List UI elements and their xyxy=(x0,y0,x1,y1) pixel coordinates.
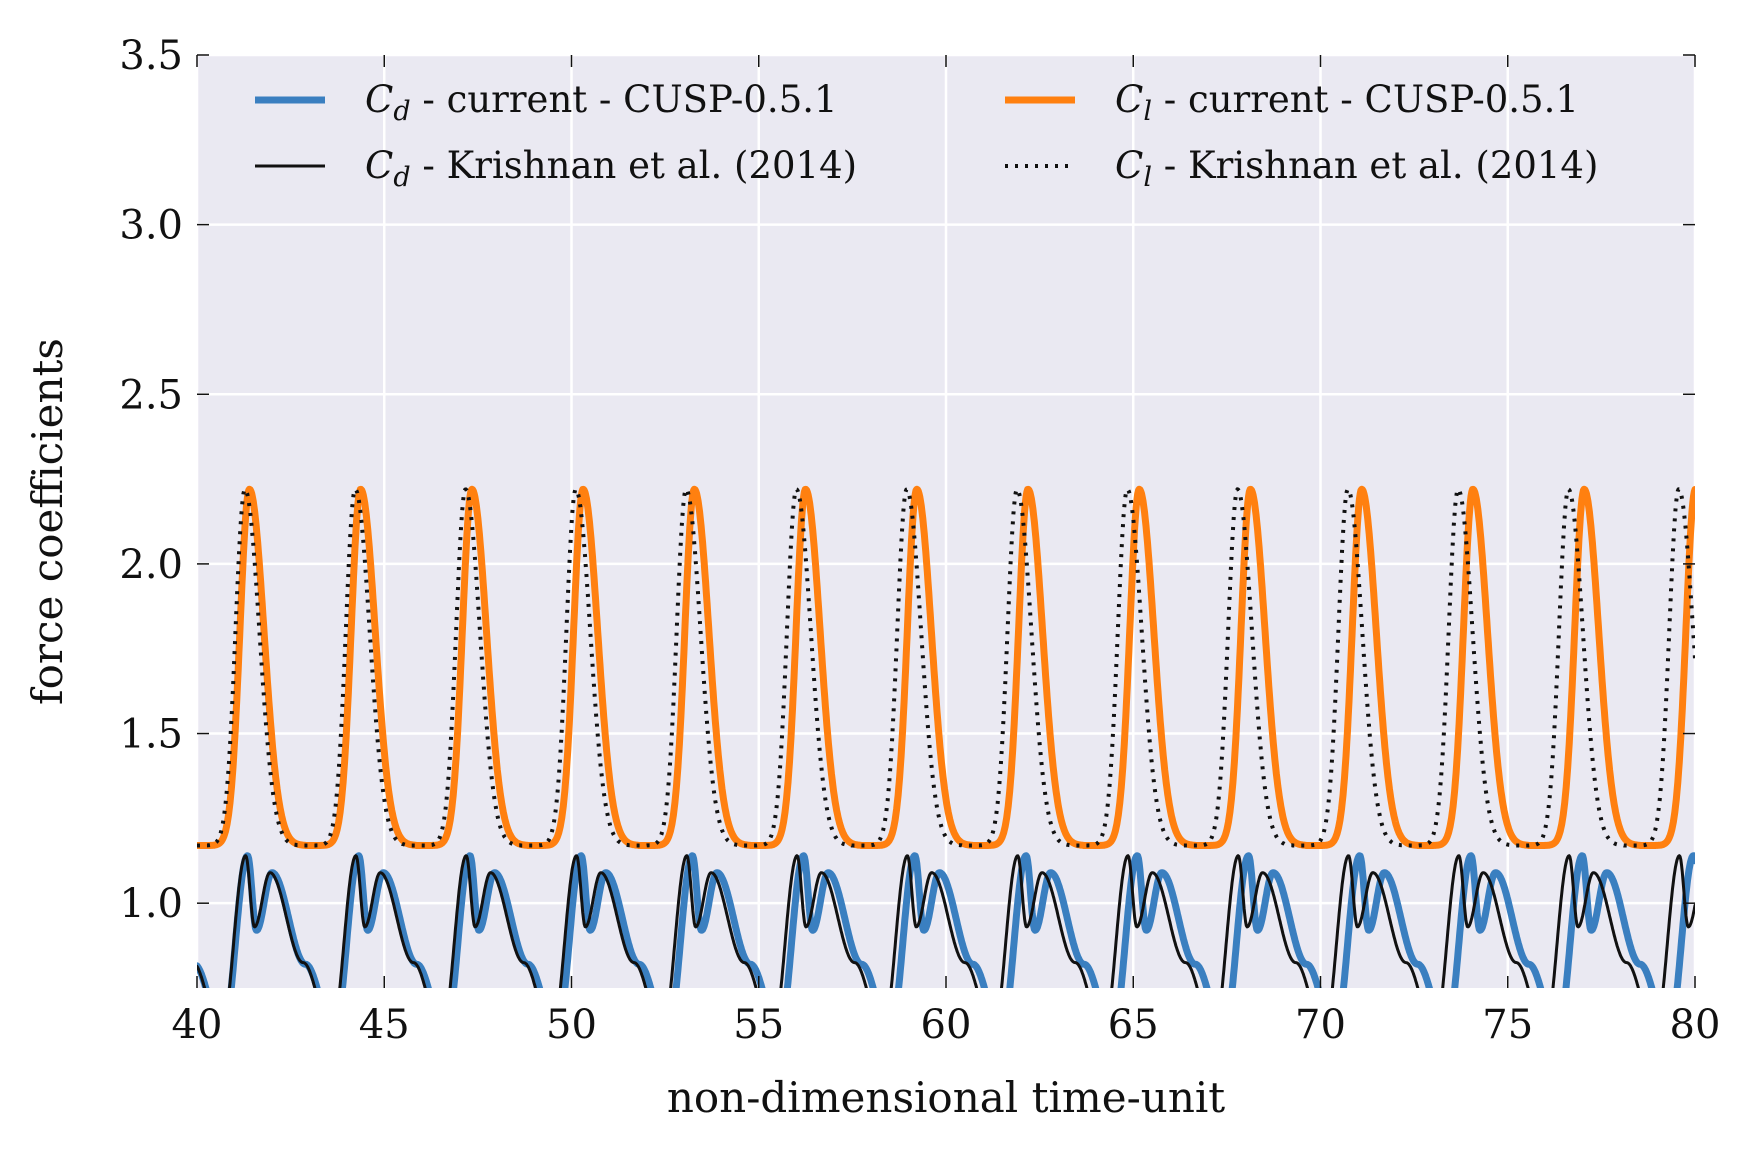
y-axis-label: force coefficients xyxy=(23,338,72,705)
x-tick-label: 45 xyxy=(359,1002,410,1048)
series-layer xyxy=(197,485,1695,988)
tick-labels: 40 45 50 55 60 65 70 75 80 1.0 1.5 2.0 2.5 3.0 3.5 xyxy=(119,33,1720,1048)
y-tick-label: 3.5 xyxy=(119,33,183,79)
series-line-2 xyxy=(197,854,1695,988)
series-line-1 xyxy=(197,852,1695,988)
x-tick-label: 40 xyxy=(172,1002,223,1048)
series-line-4 xyxy=(197,487,1695,848)
y-tick-label: 1.5 xyxy=(119,712,183,758)
x-tick-label: 60 xyxy=(921,1002,972,1048)
legend-entry: Cl - current - CUSP-0.5.1 xyxy=(1115,78,1579,127)
x-axis-label: non-dimensional time-unit xyxy=(667,1073,1225,1122)
y-tick-label: 2.0 xyxy=(119,542,183,588)
x-tick-label: 65 xyxy=(1108,1002,1159,1048)
y-tick-label: 1.0 xyxy=(119,881,183,927)
legend: Cd - current - CUSP-0.5.1 Cd - Krishnan e… xyxy=(255,78,1598,193)
y-tick-label: 3.0 xyxy=(119,203,183,249)
x-tick-label: 55 xyxy=(733,1002,784,1048)
x-tick-label: 75 xyxy=(1482,1002,1533,1048)
y-tick-label: 2.5 xyxy=(119,372,183,418)
legend-entry: Cl - Krishnan et al. (2014) xyxy=(1115,144,1598,193)
series-line-3 xyxy=(197,485,1695,849)
legend-entry: Cd - current - CUSP-0.5.1 xyxy=(365,78,838,127)
axis-ticks xyxy=(196,54,1696,988)
x-tick-label: 70 xyxy=(1295,1002,1346,1048)
x-tick-label: 50 xyxy=(546,1002,597,1048)
legend-entry: Cd - Krishnan et al. (2014) xyxy=(365,144,857,193)
x-tick-label: 80 xyxy=(1670,1002,1721,1048)
